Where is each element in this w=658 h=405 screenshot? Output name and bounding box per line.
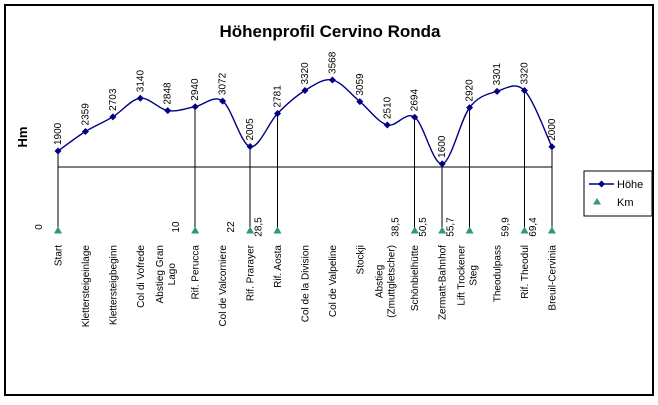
category-label: Lift Trockener (457, 244, 468, 305)
hoehe-diamond-marker-icon (274, 109, 282, 117)
legend: Höhe Km (583, 170, 653, 217)
hoehe-value-label: 3320 (300, 62, 311, 85)
hoehe-value-label: 1900 (53, 122, 64, 145)
km-triangle-marker-icon (246, 226, 255, 234)
category-label: Lago (167, 263, 178, 286)
km-value-label: 38,5 (391, 217, 402, 237)
hoehe-diamond-marker-icon (548, 143, 556, 151)
category-label: Schönbielhütte (410, 245, 421, 312)
hoehe-value-label: 3320 (519, 62, 530, 85)
km-triangle-marker-icon (273, 226, 282, 234)
km-triangle-marker-icon (547, 226, 556, 234)
hoehe-diamond-marker-icon (54, 147, 62, 155)
legend-label-hoehe: Höhe (617, 179, 643, 191)
km-value-label: 55,7 (446, 217, 457, 237)
km-triangle-marker-icon (54, 226, 62, 234)
hoehe-value-label: 2359 (80, 103, 91, 126)
category-label: Col de Valpeline (328, 245, 339, 318)
km-value-label: 69,4 (528, 217, 539, 237)
hoehe-value-label: 3140 (135, 70, 146, 93)
km-value-label: 50,5 (418, 217, 429, 237)
hoehe-diamond-marker-icon (383, 121, 391, 129)
chart-title: Höhenprofil Cervino Ronda (220, 22, 442, 41)
hoehe-diamond-marker-icon (466, 104, 474, 112)
category-label: Rif. Perucca (191, 245, 202, 300)
category-label: Stockji (355, 245, 366, 274)
hoehe-diamond-marker-icon (301, 87, 309, 95)
km-triangle-marker-icon (410, 226, 419, 234)
category-label: Zermatt-Bahnhof (438, 245, 449, 320)
hoehe-value-label: 2703 (108, 88, 119, 111)
category-label: Breuil-Cervinia (547, 245, 558, 311)
hoehe-value-label: 3301 (492, 63, 503, 86)
category-label: Rif. Theodul (520, 245, 531, 299)
km-value-label: 59,9 (500, 217, 511, 237)
hoehe-diamond-marker-icon (328, 76, 336, 84)
km-value-label: 22 (226, 221, 237, 233)
legend-label-km: Km (617, 197, 634, 209)
category-label: Start (54, 245, 65, 266)
hoehe-value-label: 2940 (190, 78, 201, 101)
legend-box (583, 170, 653, 217)
category-label: Abstieg (374, 265, 385, 298)
category-label: Col de Valcorniere (218, 245, 229, 327)
category-label: Rif. Prarayer (246, 244, 257, 301)
hoehe-diamond-marker-icon (191, 103, 199, 111)
hoehe-value-label: 3072 (218, 72, 229, 95)
km-value-label: 0 (34, 224, 45, 230)
category-label: Steg (469, 265, 480, 286)
chart-border (4, 4, 654, 396)
hoehe-diamond-marker-icon (356, 98, 364, 106)
hoehe-value-label: 2510 (382, 96, 393, 119)
hoehe-value-label: 2000 (547, 118, 558, 141)
category-label: (Zmuttgletscher) (386, 245, 397, 318)
km-triangle-marker-icon (465, 226, 474, 234)
category-label: Rif. Aosta (273, 245, 284, 288)
km-triangle-marker-icon (191, 226, 200, 234)
y-axis-label: Hm (15, 127, 30, 148)
category-label: Col de la Division (300, 245, 311, 322)
km-triangle-marker-icon (593, 198, 601, 205)
hoehe-value-label: 3568 (327, 51, 338, 74)
hoehe-diamond-marker-icon (164, 107, 172, 115)
category-label: Klettersteigbeginn (108, 245, 119, 325)
category-label: Klettersteigeinlage (81, 245, 92, 328)
km-triangle-marker-icon (520, 226, 529, 234)
km-value-label: 10 (171, 221, 182, 233)
km-triangle-marker-icon (438, 226, 447, 234)
hoehe-value-label: 2005 (245, 118, 256, 141)
hoehe-value-label: 1600 (437, 135, 448, 158)
hoehe-value-label: 2848 (163, 82, 174, 105)
hoehe-diamond-marker-icon (136, 94, 144, 102)
hoehe-diamond-marker-icon (219, 97, 227, 105)
hoehe-diamond-marker-icon (438, 160, 446, 168)
hoehe-diamond-marker-icon (520, 87, 528, 95)
hoehe-diamond-marker-icon (411, 113, 419, 121)
category-label: Abstieg Gran (155, 245, 166, 303)
hoehe-diamond-marker-icon (109, 113, 117, 121)
category-label: Theodulpass (493, 245, 504, 302)
hoehe-diamond-marker-icon (493, 87, 501, 95)
hoehe-diamond-marker-icon (246, 143, 254, 151)
category-label: Col di Vofrede (136, 245, 147, 308)
plot-area: 0 10 22 28,5 38,5 50,5 55,7 59,9 69,4 1900 2359 270… (34, 51, 558, 327)
hoehe-value-label: 2781 (273, 85, 284, 108)
hoehe-diamond-marker-icon (81, 127, 89, 135)
hoehe-value-label: 3059 (355, 73, 366, 96)
hoehe-value-label: 2694 (410, 89, 421, 112)
hoehe-diamond-marker-icon (598, 180, 605, 188)
km-value-label: 28,5 (254, 217, 265, 237)
hoehe-value-label: 2920 (465, 79, 476, 102)
